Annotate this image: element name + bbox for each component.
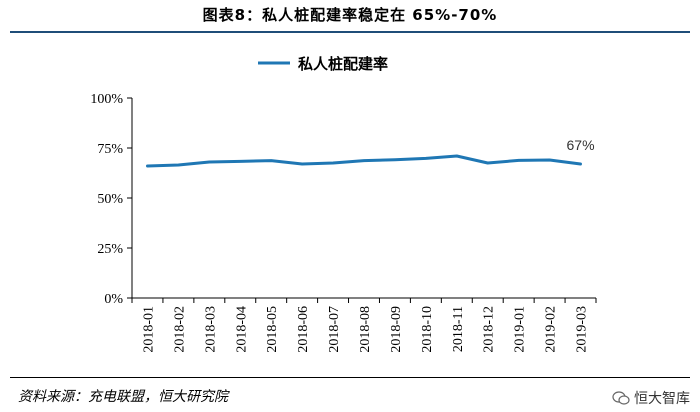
x-tick-label: 2019-01	[513, 306, 528, 353]
x-tick-label: 2018-02	[172, 306, 187, 353]
legend-label: 私人桩配建率	[297, 55, 388, 73]
y-tick-label: 100%	[90, 92, 123, 107]
x-tick-label: 2018-04	[234, 306, 249, 353]
x-tick-label: 2018-09	[389, 306, 404, 353]
legend: 私人桩配建率	[258, 55, 388, 73]
x-tick-label: 2018-08	[358, 306, 373, 353]
x-tick-label: 2018-06	[296, 306, 311, 353]
source-note: 资料来源：充电联盟，恒大研究院	[18, 389, 228, 405]
wechat-icon	[612, 391, 630, 405]
x-tick-label: 2019-03	[575, 306, 590, 353]
x-ticks: 2018-01 2018-02 2018-03 2018-04 2018-05 2018-…	[131, 298, 597, 353]
brand-name: 恒大智库	[634, 391, 690, 407]
series-line-private-pile-ratio	[146, 154, 582, 168]
chart-title: 图表8：私人桩配建率稳定在 65%-70%	[202, 6, 498, 24]
x-tick-label: 2018-10	[420, 306, 435, 353]
series-lines	[146, 154, 582, 168]
x-tick-label: 2018-05	[265, 306, 280, 353]
y-tick-label: 50%	[97, 192, 123, 207]
y-tick-label: 25%	[97, 242, 123, 257]
axes	[131, 98, 596, 299]
x-tick-label: 2018-11	[451, 306, 466, 352]
y-tick-label: 75%	[97, 142, 123, 157]
x-tick-label: 2018-01	[141, 306, 156, 353]
title-divider	[10, 31, 690, 33]
x-tick-label: 2018-03	[203, 306, 218, 353]
x-tick-label: 2018-12	[482, 306, 497, 353]
brand: 恒大智库	[612, 388, 690, 408]
footer-divider	[10, 377, 690, 378]
x-tick-label: 2019-02	[544, 306, 559, 353]
y-ticks: 0% 25% 50% 75% 100%	[90, 92, 132, 307]
x-tick-label: 2018-07	[327, 306, 342, 353]
end-value-annotation: 67%	[567, 137, 595, 153]
y-tick-label: 0%	[104, 292, 123, 307]
